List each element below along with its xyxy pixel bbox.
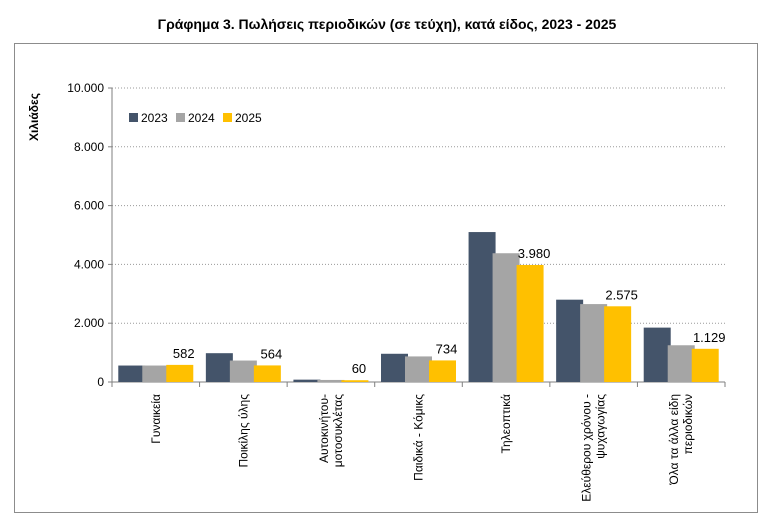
category-label: Τηλεοπτικά xyxy=(499,394,513,454)
y-tick-label: 4.000 xyxy=(74,257,104,271)
category-label-line: Ποικίλης ύλης xyxy=(236,394,250,468)
bar-2023-6 xyxy=(643,327,671,382)
legend: 2023 2024 2025 xyxy=(129,111,262,125)
legend-swatch-2023 xyxy=(129,113,138,122)
bar-2025-3 xyxy=(429,360,456,382)
bar-2023-3 xyxy=(381,353,408,382)
y-tick-label: 0 xyxy=(97,375,104,389)
y-tick-labels: 0 2.000 4.000 6.000 8.000 10.000 xyxy=(67,81,104,389)
y-tick-label: 10.000 xyxy=(67,81,104,95)
legend-swatch-2024 xyxy=(176,113,185,122)
bar-2023-4 xyxy=(468,232,496,382)
category-label: Αυτοκινήτου-μοτοσυκλέτας xyxy=(317,394,345,467)
legend-label-2025: 2025 xyxy=(235,111,262,125)
legend-label-2024: 2024 xyxy=(188,111,215,125)
category-label: Γυναικεία xyxy=(149,394,163,444)
bar-2025-6 xyxy=(691,348,719,382)
chart-frame xyxy=(14,43,758,513)
chart-title: Γράφημα 3. Πωλήσεις περιοδικών (σε τεύχη… xyxy=(157,16,617,32)
bar-2023-2 xyxy=(293,379,321,382)
bar-2025-4 xyxy=(516,264,544,382)
bars xyxy=(118,232,719,382)
bar-2023-5 xyxy=(556,299,584,382)
y-tick-label: 8.000 xyxy=(74,140,104,154)
y-tick-label: 6.000 xyxy=(74,199,104,213)
category-label-line: ψυχαγωγίας xyxy=(594,394,608,459)
data-label: 564 xyxy=(261,346,283,361)
bar-2024-3 xyxy=(405,356,432,382)
bar-2025-1 xyxy=(253,365,281,382)
category-labels: Γυναικεία Ποικίλης ύλης Αυτοκινήτου-μοτοσυ… xyxy=(149,394,695,502)
data-label: 582 xyxy=(173,346,195,361)
category-label-line: Ελεύθερου χρόνου - xyxy=(580,394,594,502)
bar-2024-1 xyxy=(229,360,257,382)
bar-2024-5 xyxy=(580,304,608,382)
bar-2023-1 xyxy=(205,353,233,382)
category-label-line: Τηλεοπτικά xyxy=(499,394,513,454)
bar-2025-5 xyxy=(604,306,632,382)
bar-2024-2 xyxy=(317,379,345,382)
category-label: Όλα τα άλλα είδηπεριοδικών xyxy=(667,394,695,486)
axes xyxy=(108,87,726,387)
data-label: 1.129 xyxy=(693,330,726,345)
bar-2025-2 xyxy=(341,380,369,382)
bar-2025-0 xyxy=(166,364,194,382)
data-label: 3.980 xyxy=(518,246,551,261)
category-label: Ποικίλης ύλης xyxy=(236,394,250,468)
category-label-line: Γυναικεία xyxy=(149,394,163,444)
legend-swatch-2025 xyxy=(223,113,232,122)
bar-2024-4 xyxy=(492,253,520,382)
data-label: 2.575 xyxy=(605,287,638,302)
bar-2023-0 xyxy=(118,365,146,382)
category-label-line: μοτοσυκλέτας xyxy=(331,394,345,467)
legend-label-2023: 2023 xyxy=(141,111,168,125)
category-label-line: περιοδικών xyxy=(681,394,695,454)
y-tick-label: 2.000 xyxy=(74,316,104,330)
data-label: 734 xyxy=(436,341,458,356)
category-label-line: Αυτοκινήτου- xyxy=(317,394,331,463)
bar-2024-6 xyxy=(667,345,695,382)
data-labels: 582 564 60 734 3.980 2.575 1.129 xyxy=(173,246,726,376)
category-label-line: Παιδικά - Κόμικς xyxy=(412,394,426,481)
category-label: Παιδικά - Κόμικς xyxy=(412,394,426,481)
y-axis-label: Χιλιάδες xyxy=(27,93,41,141)
data-label: 60 xyxy=(352,361,366,376)
category-label-line: Όλα τα άλλα είδη xyxy=(667,394,681,486)
bar-2024-0 xyxy=(142,365,170,382)
category-label: Ελεύθερου χρόνου -ψυχαγωγίας xyxy=(580,394,608,502)
